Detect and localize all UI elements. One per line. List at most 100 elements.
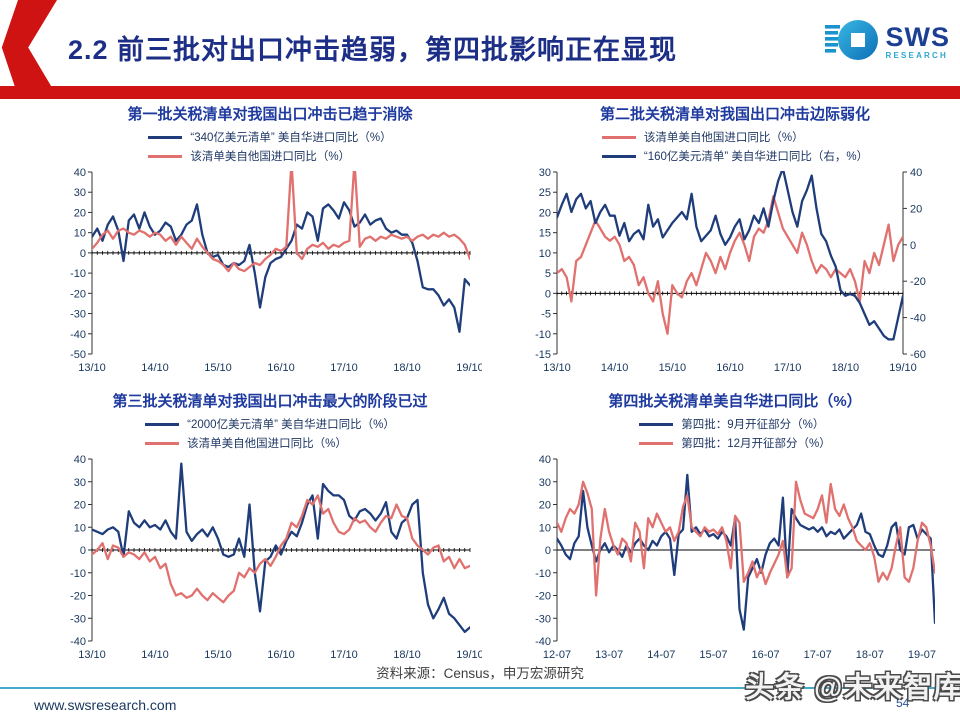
svg-text:18/10: 18/10 [393,649,421,661]
svg-text:-15: -15 [535,349,551,361]
svg-text:-40: -40 [70,329,86,341]
legend-item: 该清单美自他国进口同比（%） [145,435,395,451]
legend-label: 该清单美自他国进口同比（%） [187,438,347,450]
chart-panel-1: 第一批关税清单对我国出口冲击已趋于消除 “340亿美元清单” 美自华进口同比（%）… [58,103,482,378]
legend-item: “2000亿美元清单” 美自华进口同比（%） [145,416,395,432]
svg-text:0: 0 [80,248,86,260]
slide-header: 2.2 前三批对出口冲击趋弱，第四批影响正在显现 SWS RESEARCH [0,0,960,97]
svg-text:17/10: 17/10 [330,649,358,661]
svg-text:-10: -10 [535,329,551,341]
svg-text:17-07: 17-07 [804,649,832,661]
svg-text:-60: -60 [910,349,926,361]
sws-logo-icon [825,20,879,60]
svg-text:10: 10 [539,522,551,534]
svg-text:14/10: 14/10 [141,649,169,661]
svg-text:19/10: 19/10 [456,362,482,374]
chart-title: 第二批关税清单对我国出口冲击边际弱化 [599,106,870,123]
svg-text:30: 30 [74,477,86,489]
chart-canvas: 30 25 20 15 10 5 0 -5 -10 -15 40 20 0 -20 -40 -60 13/10 1… [535,167,926,374]
svg-text:18/10: 18/10 [393,362,421,374]
sws-logo-text: SWS RESEARCH [885,24,950,60]
svg-text:0: 0 [545,545,551,557]
svg-text:-5: -5 [541,309,551,321]
svg-text:30: 30 [539,477,551,489]
svg-text:17/10: 17/10 [774,362,802,374]
header-chevron-decoration [1,0,57,97]
svg-text:17/10: 17/10 [330,362,358,374]
watermark: 头条 @未来智库 [745,672,960,704]
legend-item: 第四批：9月开征部分（%） [639,416,831,432]
svg-text:10: 10 [74,228,86,240]
chart-legend: 第四批：9月开征部分（%） 第四批：12月开征部分（%） [523,416,947,451]
svg-text:14/10: 14/10 [141,362,169,374]
svg-text:15: 15 [539,228,551,240]
sws-logo: SWS RESEARCH [825,16,950,68]
svg-text:19-07: 19-07 [908,649,936,661]
svg-text:13-07: 13-07 [595,649,623,661]
svg-text:0: 0 [80,545,86,557]
svg-text:20: 20 [539,207,551,219]
svg-text:18-07: 18-07 [856,649,884,661]
svg-text:15/10: 15/10 [659,362,687,374]
svg-text:13/10: 13/10 [78,649,106,661]
footer-divider [0,687,960,689]
legend-line-swatch [148,135,183,139]
page-number: 54 [896,696,910,710]
svg-text:14/10: 14/10 [601,362,629,374]
svg-text:10: 10 [539,248,551,260]
svg-text:13/10: 13/10 [543,362,571,374]
svg-text:0: 0 [910,240,916,252]
svg-text:25: 25 [539,187,551,199]
svg-text:-40: -40 [70,636,86,648]
svg-text:0: 0 [545,288,551,300]
svg-text:16/10: 16/10 [267,649,295,661]
svg-text:40: 40 [74,454,86,466]
legend-line-swatch [639,422,674,426]
chart-title: 第一批关税清单对我国出口冲击已趋于消除 [127,106,413,123]
svg-text:15/10: 15/10 [204,649,232,661]
svg-text:-30: -30 [70,613,86,625]
legend-item: “160亿美元清单” 美自华进口同比（右，%） [601,148,869,164]
chart-panel-3: 第三批关税清单对我国出口冲击最大的阶段已过 “2000亿美元清单” 美自华进口同比… [58,390,482,665]
svg-text:-40: -40 [910,313,926,325]
svg-text:-20: -20 [535,591,551,603]
svg-text:40: 40 [74,167,86,179]
legend-item: 该清单美自他国进口同比（%） [148,148,391,164]
svg-text:10: 10 [74,522,86,534]
svg-text:20: 20 [74,500,86,512]
svg-text:-30: -30 [70,309,86,321]
svg-text:16/10: 16/10 [716,362,744,374]
svg-text:-20: -20 [910,276,926,288]
source-note: 资料来源：Census，申万宏源研究 [376,666,584,681]
charts-grid: 第一批关税清单对我国出口冲击已趋于消除 “340亿美元清单” 美自华进口同比（%）… [58,103,948,665]
svg-text:15-07: 15-07 [699,649,727,661]
svg-text:-30: -30 [535,613,551,625]
svg-text:40: 40 [539,454,551,466]
legend-line-swatch [148,154,183,158]
svg-text:13/10: 13/10 [78,362,106,374]
chart-title: 第四批关税清单美自华进口同比（%） [608,393,862,410]
legend-label: “160亿美元清单” 美自华进口同比（右，%） [643,151,869,163]
svg-text:15/10: 15/10 [204,362,232,374]
legend-line-swatch [601,154,636,158]
legend-label: 该清单美自他国进口同比（%） [190,151,351,163]
svg-text:16-07: 16-07 [751,649,779,661]
legend-label: “2000亿美元清单” 美自华进口同比（%） [187,419,395,431]
svg-text:-20: -20 [70,288,86,300]
website-text: www.swsresearch.com [34,697,177,713]
chart-panel-4: 第四批关税清单美自华进口同比（%） 第四批：9月开征部分（%） 第四批：12月开征部… [523,390,947,665]
legend-line-swatch [601,135,636,139]
svg-text:20: 20 [910,203,922,215]
svg-text:16/10: 16/10 [267,362,295,374]
legend-line-swatch [639,441,674,445]
legend-label: 第四批：12月开征部分（%） [681,438,831,450]
legend-label: “340亿美元清单” 美自华进口同比（%） [190,132,392,144]
legend-item: “340亿美元清单” 美自华进口同比（%） [148,129,392,145]
svg-text:20: 20 [539,500,551,512]
svg-text:20: 20 [74,207,86,219]
chart-legend: “2000亿美元清单” 美自华进口同比（%） 该清单美自他国进口同比（%） [58,416,482,451]
svg-text:-40: -40 [535,636,551,648]
svg-text:-50: -50 [70,349,86,361]
